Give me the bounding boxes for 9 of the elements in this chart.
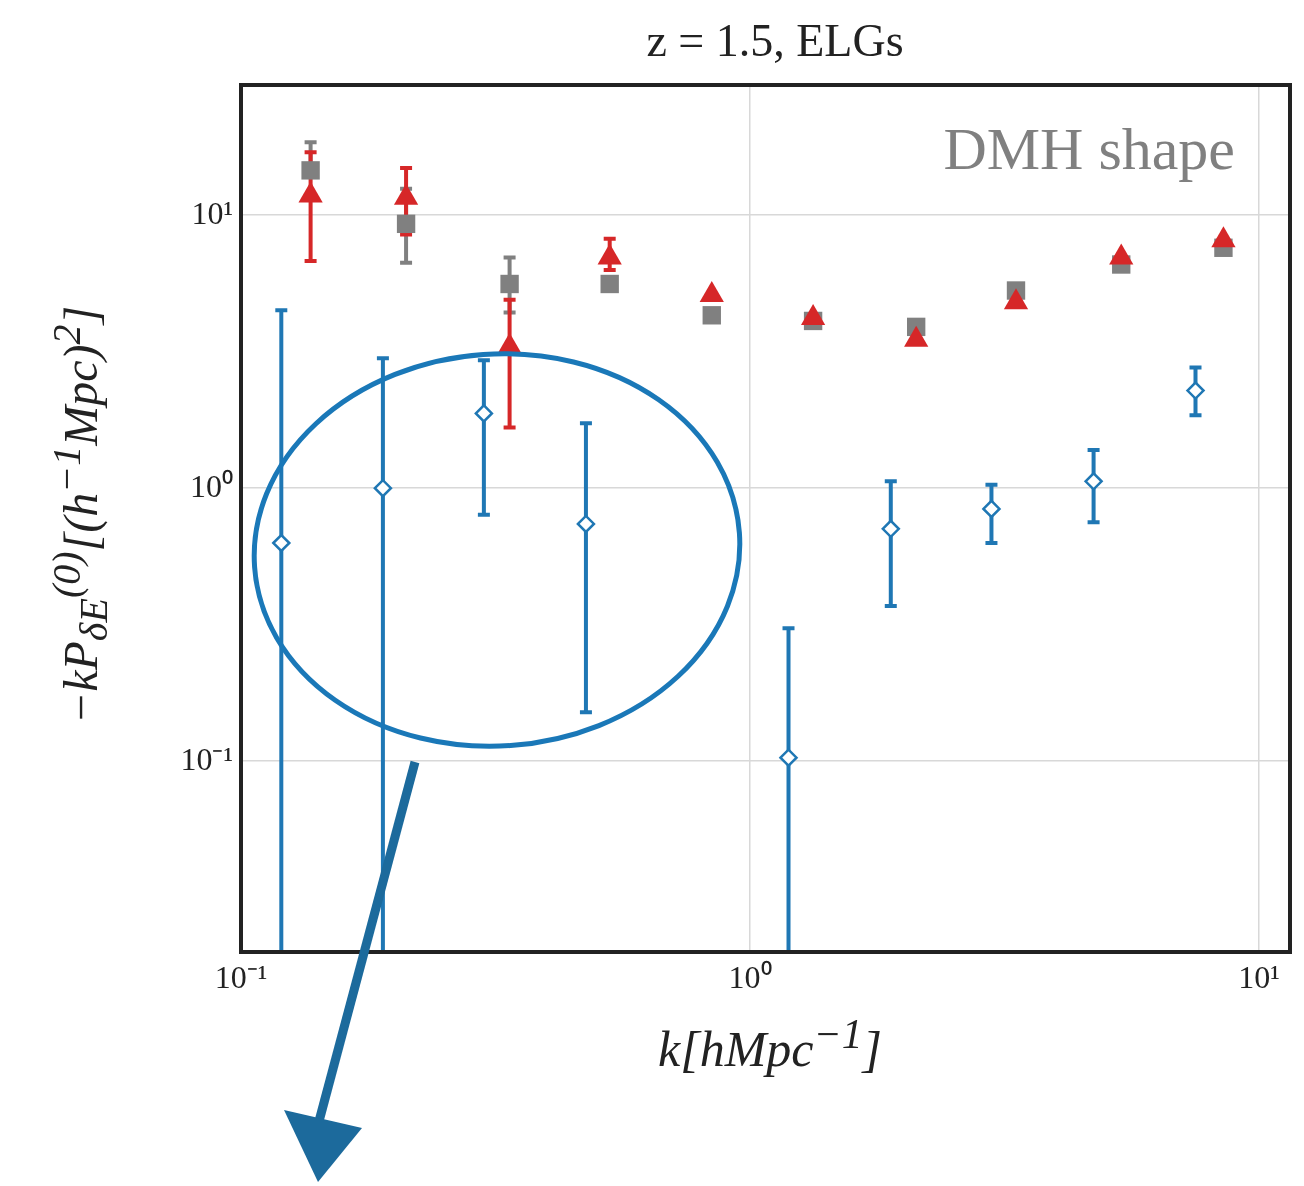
x-axis-title: k[hMpc$^{−1}$]	[658, 1010, 882, 1078]
chart-title: z = 1.5, ELGs	[646, 14, 904, 67]
annotation: DMH shape	[943, 115, 1235, 182]
x-tick-label: 10⁰	[728, 958, 772, 995]
x-tick-label: 10⁻¹	[214, 958, 268, 995]
y-tick-label: 10⁰	[190, 467, 233, 504]
x-tick-label: 10¹	[1238, 958, 1280, 995]
y-tick-label: 10⁻¹	[180, 740, 233, 777]
y-tick-label: 10¹	[191, 194, 233, 231]
